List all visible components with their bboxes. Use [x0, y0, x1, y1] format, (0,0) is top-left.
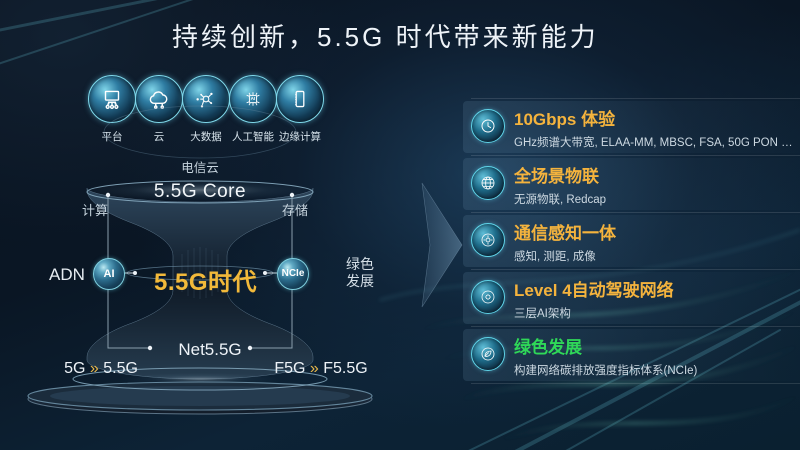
svg-text:AI: AI: [251, 96, 256, 101]
